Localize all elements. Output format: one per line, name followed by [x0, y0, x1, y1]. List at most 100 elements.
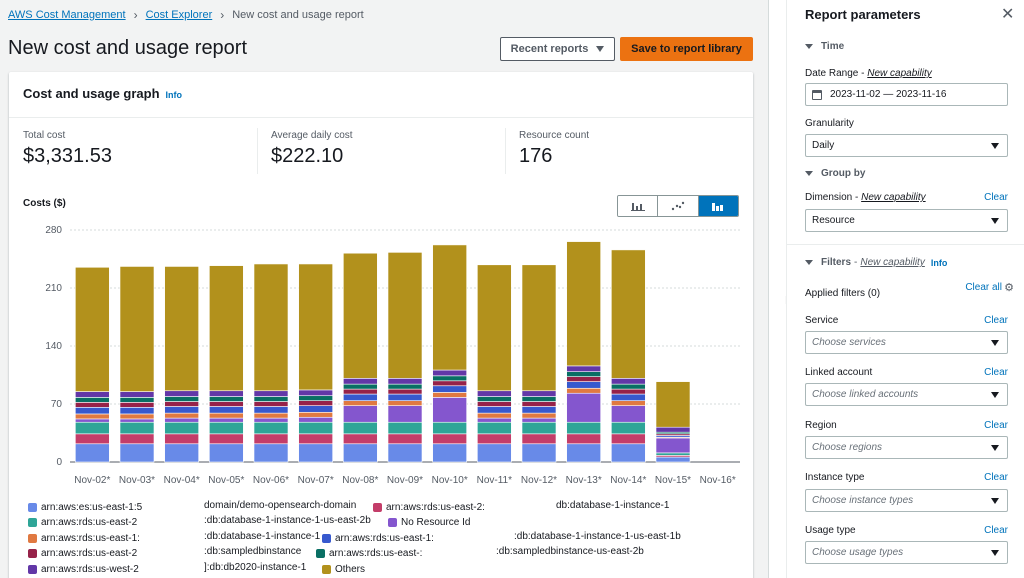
legend-label-continued: :db:database-1-instance-1-us-east-1b	[514, 531, 681, 542]
linked-account-select[interactable]: Choose linked accounts	[805, 383, 1008, 406]
section-group-by-toggle[interactable]: Group by	[805, 168, 865, 179]
bar-segment	[164, 417, 199, 423]
bar-segment	[164, 390, 199, 397]
breadcrumb-cost-explorer[interactable]: Cost Explorer	[145, 9, 213, 21]
legend-swatch	[322, 533, 331, 543]
bar-segment	[298, 263, 333, 391]
instance-type-select[interactable]: Choose instance types	[805, 489, 1008, 512]
legend-entry[interactable]: arn:aws:rds:us-east-2	[28, 515, 137, 529]
stacked-bar-toggle[interactable]	[697, 196, 738, 216]
calendar-icon	[812, 89, 822, 100]
bar-chart-toggle[interactable]	[618, 196, 658, 216]
usage-type-select[interactable]: Choose usage types	[805, 541, 1008, 564]
settings-icon[interactable]: ⚙	[1004, 282, 1014, 294]
bar-segment	[343, 421, 378, 435]
save-to-report-library-button[interactable]: Save to report library	[620, 37, 753, 61]
bar-segment	[477, 264, 512, 392]
recent-reports-label: Recent reports	[510, 43, 589, 55]
bar-segment	[521, 264, 557, 392]
breadcrumb-cost-management[interactable]: AWS Cost Management	[8, 9, 126, 21]
bar-segment	[253, 406, 289, 414]
bar-segment	[477, 401, 512, 407]
bar-segment	[477, 443, 512, 463]
bar-segment	[164, 412, 199, 419]
metric-value: $222.10	[271, 145, 344, 167]
legend-label: No Resource Id	[401, 516, 471, 528]
info-link[interactable]: Info	[165, 90, 183, 100]
section-title: Time	[821, 41, 845, 52]
region-clear-link[interactable]: Clear	[984, 420, 1008, 431]
x-tick-label: Nov-07*	[298, 475, 334, 486]
bar-segment	[432, 385, 467, 393]
x-tick-label: Nov-11*	[477, 475, 512, 486]
bar-segment	[477, 390, 512, 397]
metric-total-cost: Total cost $3,331.53	[23, 130, 112, 172]
service-select[interactable]: Choose services	[805, 331, 1008, 354]
main-content: AWS Cost Management › Cost Explorer › Ne…	[0, 0, 768, 578]
granularity-select[interactable]: Daily	[805, 134, 1008, 157]
bar-segment	[253, 443, 289, 463]
legend-entry[interactable]: arn:aws:rds:us-east-1:	[28, 531, 140, 545]
dimension-select[interactable]: Resource	[805, 209, 1008, 232]
legend-entry[interactable]: arn:aws:rds:us-west-2	[28, 562, 139, 576]
bar-segment	[521, 412, 557, 419]
close-icon[interactable]: ✕	[1001, 6, 1015, 23]
metric-label: Average daily cost	[271, 130, 353, 141]
line-chart-icon	[671, 201, 685, 211]
legend-label-continued: db:database-1-instance-1	[556, 500, 670, 511]
bar-segment	[655, 452, 691, 456]
section-filters-toggle[interactable]: Filters - New capability Info	[805, 257, 947, 268]
dimension-clear-link[interactable]: Clear	[984, 192, 1008, 203]
legend-label-continued: domain/demo-opensearch-domain	[204, 500, 357, 511]
service-label: Service	[805, 315, 839, 326]
legend-swatch	[28, 548, 37, 558]
y-tick-label: 210	[45, 283, 62, 294]
bar-segment	[164, 443, 199, 463]
x-tick-label: Nov-10*	[432, 475, 468, 486]
legend-entry[interactable]: Others	[322, 562, 365, 576]
info-link[interactable]: Info	[930, 257, 948, 268]
service-placeholder: Choose services	[812, 337, 886, 348]
bar-segment	[343, 383, 378, 390]
legend-label: arn:aws:rds:us-east-:	[329, 547, 423, 559]
legend-entry[interactable]: No Resource Id	[388, 515, 470, 529]
line-chart-toggle[interactable]	[657, 196, 698, 216]
linked-account-clear-link[interactable]: Clear	[984, 367, 1008, 378]
legend-swatch	[28, 517, 37, 527]
bar-segment	[477, 396, 512, 402]
date-range-label: Date Range - New capability	[805, 68, 932, 79]
bar-segment	[521, 396, 557, 402]
legend-entry[interactable]: arn:aws:rds:us-east-2	[28, 546, 137, 560]
caret-down-icon	[991, 445, 999, 451]
clear-all-link[interactable]: Clear all	[965, 282, 1002, 293]
bar-segment	[164, 401, 199, 407]
service-clear-link[interactable]: Clear	[984, 315, 1008, 326]
bar-segment	[119, 397, 155, 403]
section-time-toggle[interactable]: Time	[805, 41, 844, 52]
recent-reports-button[interactable]: Recent reports	[500, 37, 615, 61]
legend-entry[interactable]: arn:aws:rds:us-east-1:	[322, 531, 434, 545]
legend-entry[interactable]: arn:aws:rds:us-east-2:	[373, 500, 485, 514]
bar-segment	[387, 393, 423, 401]
usage-type-clear-link[interactable]: Clear	[984, 525, 1008, 536]
instance-type-clear-link[interactable]: Clear	[984, 472, 1008, 483]
x-tick-label: Nov-06*	[253, 475, 289, 486]
bar-segment	[253, 433, 289, 445]
bar-segment	[75, 407, 110, 415]
legend-entry[interactable]: arn:aws:es:us-east-1:5	[28, 500, 142, 514]
separator-dash: -	[854, 257, 858, 268]
breadcrumb-separator: ›	[133, 8, 138, 22]
bar-segment	[432, 397, 467, 423]
x-tick-label: Nov-02*	[74, 475, 110, 486]
bar-segment	[566, 365, 601, 372]
panel-splitter[interactable]	[768, 0, 786, 578]
x-tick-label: Nov-16*	[700, 475, 736, 486]
legend-label: arn:aws:rds:us-west-2	[41, 563, 139, 575]
bar-segment	[119, 443, 155, 463]
x-tick-label: Nov-04*	[164, 475, 200, 486]
bar-segment	[343, 433, 378, 445]
legend-entry[interactable]: arn:aws:rds:us-east-:	[316, 546, 422, 560]
date-range-picker[interactable]: 2023-11-02 — 2023-11-16	[805, 83, 1008, 106]
region-select[interactable]: Choose regions	[805, 436, 1008, 459]
bar-segment	[566, 241, 601, 367]
